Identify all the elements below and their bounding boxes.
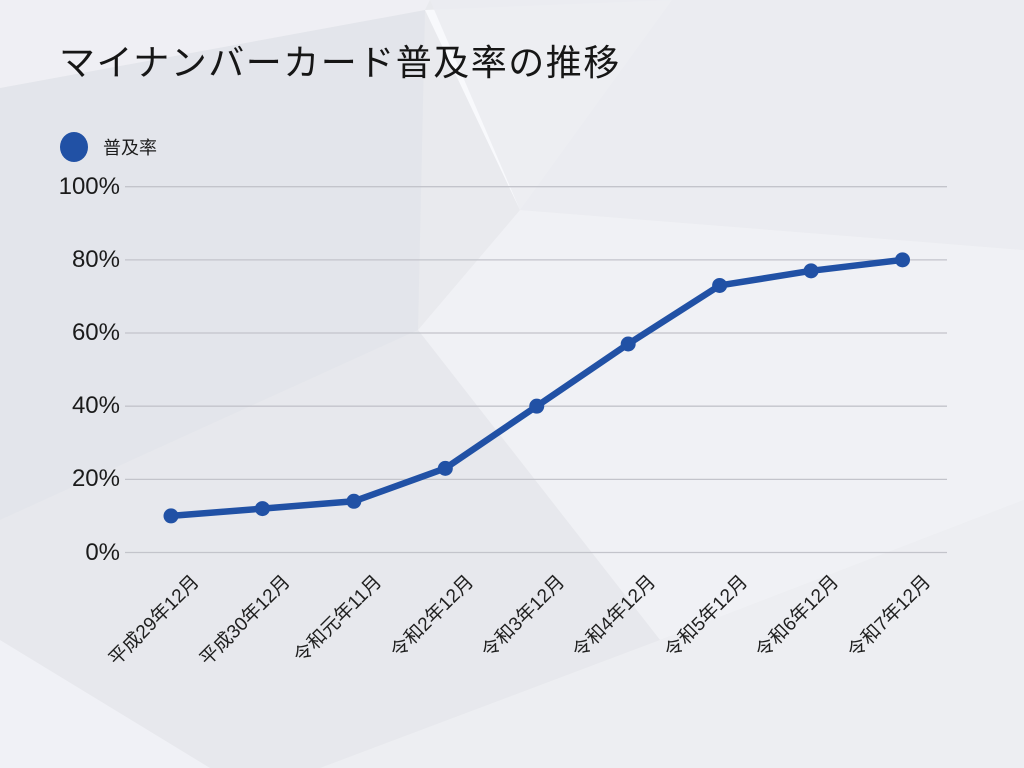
y-axis-label: 60%	[71, 319, 120, 347]
data-point-marker	[163, 508, 179, 524]
data-point-marker	[346, 493, 362, 509]
y-axis-label: 100%	[58, 172, 120, 200]
data-point-marker	[254, 501, 270, 517]
y-axis-label: 80%	[71, 245, 120, 273]
data-point-marker	[529, 398, 545, 414]
data-point-marker	[803, 263, 819, 279]
y-axis-label: 40%	[71, 392, 120, 420]
series-line	[167, 256, 906, 520]
data-point-marker	[620, 336, 636, 352]
page-title: マイナンバーカード普及率の推移	[59, 42, 621, 83]
background-facet	[0, 0, 430, 88]
background-facet	[0, 640, 210, 768]
background-facet	[320, 500, 1024, 768]
data-point-marker	[437, 460, 453, 476]
legend-label: 普及率	[103, 138, 157, 158]
data-point-marker	[895, 252, 910, 268]
background-facet	[418, 210, 1024, 640]
data-point-marker	[712, 277, 728, 293]
y-axis-label: 0%	[85, 538, 120, 566]
legend: 普及率	[60, 132, 157, 162]
background-facet	[0, 10, 425, 520]
background-facet	[430, 0, 1024, 250]
legend-circle-icon	[60, 132, 88, 162]
y-axis-label: 20%	[71, 465, 120, 493]
background-facet	[0, 330, 660, 768]
